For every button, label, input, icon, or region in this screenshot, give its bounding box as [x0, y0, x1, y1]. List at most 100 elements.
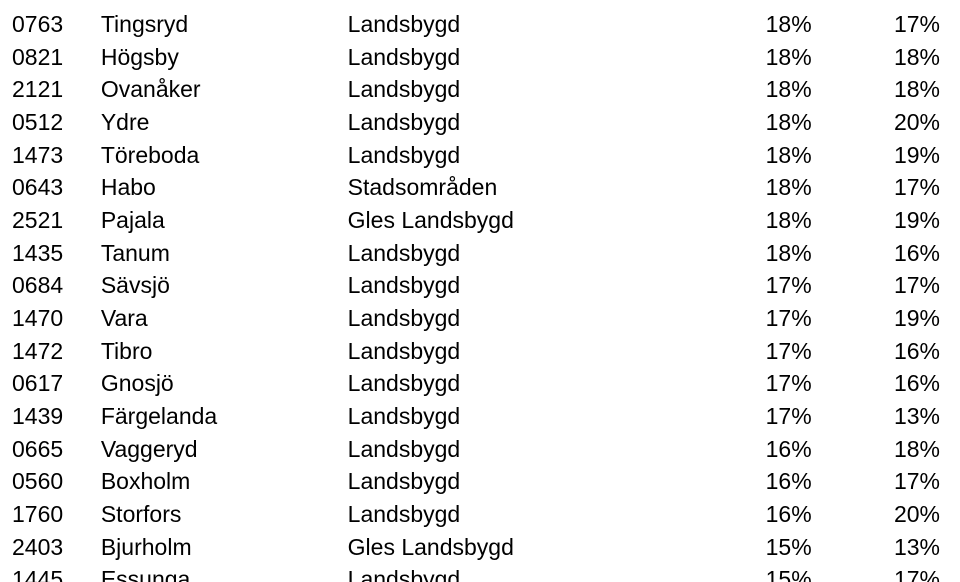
cell-name: Tibro [101, 335, 348, 368]
cell-type: Landsbygd [348, 73, 654, 106]
cell-pct2: 17% [812, 8, 940, 41]
table-row: 0560BoxholmLandsbygd16%17% [12, 465, 940, 498]
cell-type: Landsbygd [348, 367, 654, 400]
cell-pct1: 18% [654, 139, 812, 172]
cell-type: Landsbygd [348, 465, 654, 498]
cell-type: Landsbygd [348, 269, 654, 302]
cell-pct1: 17% [654, 335, 812, 368]
cell-name: Ovanåker [101, 73, 348, 106]
cell-type: Landsbygd [348, 400, 654, 433]
table-row: 0763TingsrydLandsbygd18%17% [12, 8, 940, 41]
cell-pct1: 18% [654, 171, 812, 204]
cell-pct1: 15% [654, 531, 812, 564]
table-row: 1470VaraLandsbygd17%19% [12, 302, 940, 335]
table-row: 2403BjurholmGles Landsbygd15%13% [12, 531, 940, 564]
cell-code: 0643 [12, 171, 101, 204]
cell-name: Storfors [101, 498, 348, 531]
cell-code: 0617 [12, 367, 101, 400]
cell-pct2: 16% [812, 237, 940, 270]
cell-code: 1473 [12, 139, 101, 172]
cell-name: Bjurholm [101, 531, 348, 564]
cell-name: Boxholm [101, 465, 348, 498]
cell-type: Landsbygd [348, 139, 654, 172]
cell-type: Landsbygd [348, 335, 654, 368]
cell-pct1: 16% [654, 465, 812, 498]
cell-name: Ydre [101, 106, 348, 139]
cell-pct2: 17% [812, 171, 940, 204]
table-row: 0643HaboStadsområden18%17% [12, 171, 940, 204]
cell-pct2: 16% [812, 335, 940, 368]
cell-pct1: 16% [654, 433, 812, 466]
cell-pct2: 17% [812, 269, 940, 302]
cell-code: 0763 [12, 8, 101, 41]
cell-pct1: 17% [654, 302, 812, 335]
cell-name: Färgelanda [101, 400, 348, 433]
cell-pct2: 19% [812, 302, 940, 335]
cell-type: Gles Landsbygd [348, 531, 654, 564]
table-row: 2121OvanåkerLandsbygd18%18% [12, 73, 940, 106]
cell-pct2: 19% [812, 204, 940, 237]
table-row: 1439FärgelandaLandsbygd17%13% [12, 400, 940, 433]
table-row: 1760StorforsLandsbygd16%20% [12, 498, 940, 531]
cell-type: Landsbygd [348, 41, 654, 74]
cell-code: 1760 [12, 498, 101, 531]
cell-pct1: 18% [654, 73, 812, 106]
table-row: 0617GnosjöLandsbygd17%16% [12, 367, 940, 400]
cell-pct1: 15% [654, 563, 812, 582]
cell-pct2: 16% [812, 367, 940, 400]
table-row: 0821HögsbyLandsbygd18%18% [12, 41, 940, 74]
table-row: 1445EssungaLandsbygd15%17% [12, 563, 940, 582]
cell-code: 1435 [12, 237, 101, 270]
cell-pct2: 13% [812, 400, 940, 433]
cell-name: Tingsryd [101, 8, 348, 41]
cell-name: Högsby [101, 41, 348, 74]
cell-type: Landsbygd [348, 433, 654, 466]
table-row: 1472TibroLandsbygd17%16% [12, 335, 940, 368]
cell-type: Landsbygd [348, 106, 654, 139]
cell-pct1: 18% [654, 237, 812, 270]
cell-code: 1445 [12, 563, 101, 582]
cell-code: 0665 [12, 433, 101, 466]
cell-code: 0560 [12, 465, 101, 498]
cell-name: Habo [101, 171, 348, 204]
cell-code: 0821 [12, 41, 101, 74]
cell-name: Vaggeryd [101, 433, 348, 466]
cell-code: 2521 [12, 204, 101, 237]
cell-pct2: 13% [812, 531, 940, 564]
cell-type: Landsbygd [348, 498, 654, 531]
cell-pct2: 17% [812, 563, 940, 582]
cell-type: Gles Landsbygd [348, 204, 654, 237]
cell-name: Sävsjö [101, 269, 348, 302]
cell-pct1: 17% [654, 400, 812, 433]
cell-code: 1470 [12, 302, 101, 335]
cell-name: Vara [101, 302, 348, 335]
cell-name: Essunga [101, 563, 348, 582]
cell-pct2: 18% [812, 73, 940, 106]
cell-pct1: 16% [654, 498, 812, 531]
cell-type: Landsbygd [348, 237, 654, 270]
table-row: 0512YdreLandsbygd18%20% [12, 106, 940, 139]
cell-code: 1439 [12, 400, 101, 433]
cell-name: Pajala [101, 204, 348, 237]
table-row: 1435TanumLandsbygd18%16% [12, 237, 940, 270]
cell-type: Landsbygd [348, 8, 654, 41]
cell-pct2: 17% [812, 465, 940, 498]
cell-code: 2403 [12, 531, 101, 564]
cell-pct1: 18% [654, 41, 812, 74]
cell-name: Tanum [101, 237, 348, 270]
cell-pct1: 18% [654, 106, 812, 139]
cell-pct1: 17% [654, 367, 812, 400]
cell-pct1: 17% [654, 269, 812, 302]
table-row: 2521PajalaGles Landsbygd18%19% [12, 204, 940, 237]
cell-code: 2121 [12, 73, 101, 106]
table-row: 0684SävsjöLandsbygd17%17% [12, 269, 940, 302]
cell-name: Gnosjö [101, 367, 348, 400]
cell-type: Landsbygd [348, 302, 654, 335]
cell-type: Stadsområden [348, 171, 654, 204]
cell-pct2: 19% [812, 139, 940, 172]
cell-code: 0684 [12, 269, 101, 302]
cell-code: 1472 [12, 335, 101, 368]
cell-pct2: 18% [812, 41, 940, 74]
cell-pct1: 18% [654, 8, 812, 41]
cell-name: Töreboda [101, 139, 348, 172]
